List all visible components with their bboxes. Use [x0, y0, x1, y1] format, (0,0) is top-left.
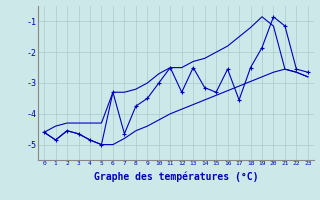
X-axis label: Graphe des températures (°C): Graphe des températures (°C): [94, 172, 258, 182]
